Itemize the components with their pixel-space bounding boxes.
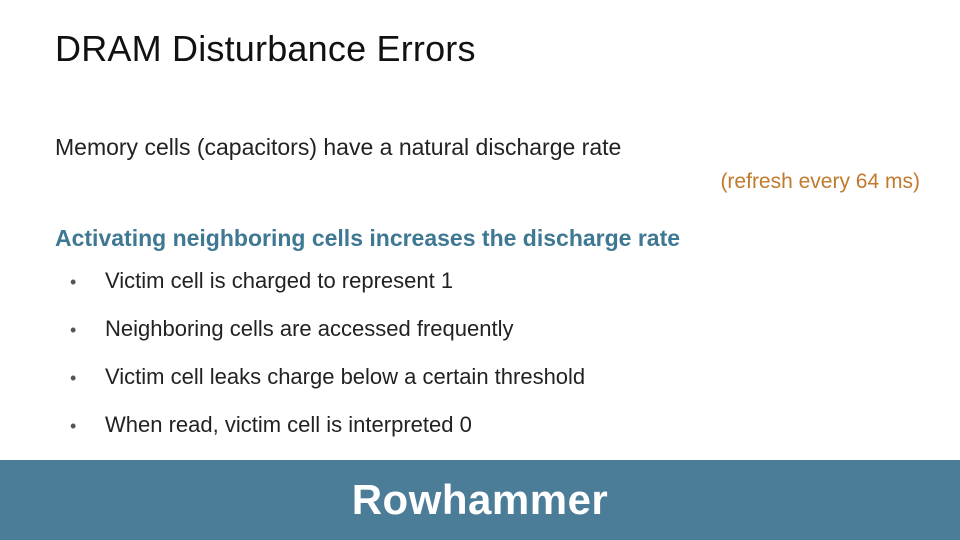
list-item: Victim cell is charged to represent 1 [65, 268, 585, 294]
list-item: When read, victim cell is interpreted 0 [65, 412, 585, 438]
discharge-rate-text: Memory cells (capacitors) have a natural… [55, 134, 621, 161]
list-item: Neighboring cells are accessed frequentl… [65, 316, 585, 342]
footer-band-text: Rowhammer [352, 476, 609, 524]
slide: DRAM Disturbance Errors Memory cells (ca… [0, 0, 960, 540]
list-item: Victim cell leaks charge below a certain… [65, 364, 585, 390]
activating-neighbors-text: Activating neighboring cells increases t… [55, 225, 680, 252]
footer-band: Rowhammer [0, 460, 960, 540]
bullet-list: Victim cell is charged to represent 1 Ne… [65, 268, 585, 460]
refresh-note: (refresh every 64 ms) [720, 170, 920, 194]
slide-title: DRAM Disturbance Errors [55, 28, 476, 70]
